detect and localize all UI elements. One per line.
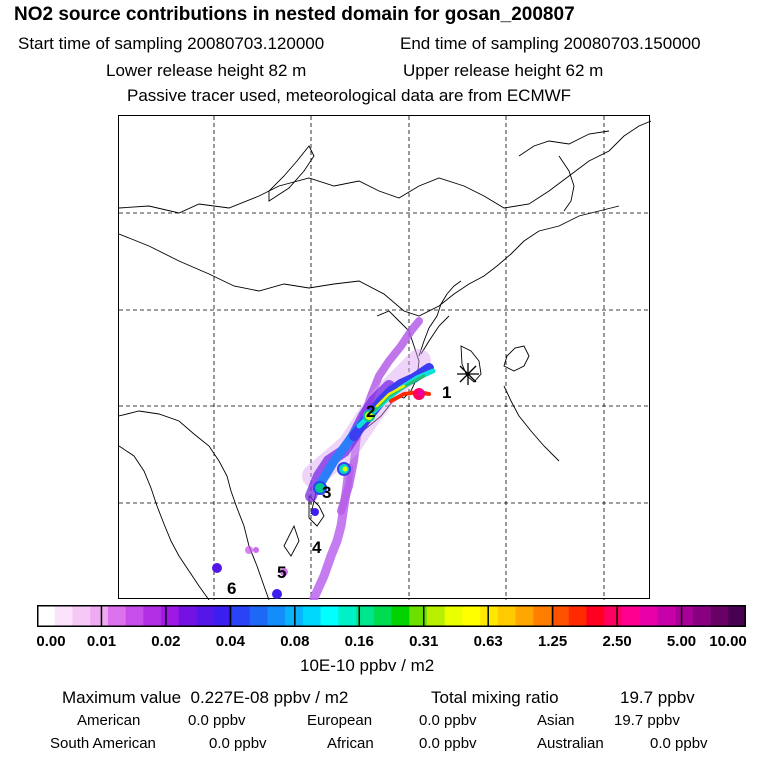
- colorbar-swatch: [675, 605, 694, 627]
- region-asian-name: Asian: [537, 712, 575, 729]
- total-mixing-label: Total mixing ratio: [431, 688, 559, 707]
- colorbar-swatch: [356, 605, 375, 627]
- tracer-note: Passive tracer used, meteorological data…: [127, 86, 572, 105]
- region-african-name: African: [327, 735, 374, 752]
- colorbar-swatch: [320, 605, 339, 627]
- map-canvas: 1 2 3 4 5 6: [118, 116, 652, 603]
- colorbar-swatch: [462, 605, 481, 627]
- colorbar-swatch: [586, 605, 605, 627]
- colorbar-swatch: [621, 605, 640, 627]
- colorbar-swatch: [196, 605, 215, 627]
- star-icon: [457, 363, 479, 385]
- colorbar-swatch: [267, 605, 286, 627]
- colorbar-tick-label: 0.01: [86, 633, 117, 650]
- colorbar-swatch: [231, 605, 251, 627]
- colorbar-tick-label: 0.63: [473, 633, 503, 650]
- colorbar-swatch: [568, 605, 587, 627]
- colorbar-swatch: [551, 605, 570, 627]
- colorbar-swatch: [161, 605, 180, 627]
- colorbar-tick-label: 0.02: [151, 633, 181, 650]
- colorbar-swatch: [373, 605, 392, 627]
- colorbar-swatch: [391, 605, 410, 627]
- colorbar-swatch: [72, 605, 91, 627]
- plume-layer: [212, 317, 436, 603]
- region-american-name: American: [77, 712, 141, 729]
- colorbar-swatch: [143, 605, 162, 627]
- colorbar-swatch: [692, 605, 711, 627]
- colorbar-swatch: [107, 605, 126, 627]
- region-label-6: 6: [227, 579, 236, 598]
- start-time-label: Start time of sampling 20080703.120000: [18, 34, 325, 53]
- total-mixing-value: 19.7 ppbv: [620, 688, 695, 707]
- colorbar-swatch: [214, 605, 233, 627]
- colorbar-border: [37, 605, 746, 627]
- end-time-label: End time of sampling 20080703.150000: [400, 34, 701, 53]
- colorbar-swatch: [426, 605, 445, 627]
- region-australian-value: 0.0 ppbv: [650, 735, 708, 752]
- colorbar-swatch: [710, 605, 729, 627]
- max-value: 0.227E-08 ppbv / m2: [190, 688, 349, 707]
- region-south-american-name: South American: [50, 735, 156, 752]
- region-south-american-value: 0.0 ppbv: [209, 735, 267, 752]
- colorbar-tick-label: 0.16: [344, 633, 374, 650]
- colorbar-tick-label: 5.00: [666, 633, 697, 650]
- colorbar-swatch: [480, 605, 499, 627]
- colorbar-swatch: [657, 605, 676, 627]
- colorbar-swatch: [125, 605, 144, 627]
- colorbar-swatch: [515, 605, 534, 627]
- region-label-2: 2: [366, 402, 375, 421]
- lower-height-label: Lower release height 82 m: [106, 61, 307, 80]
- colorbar-swatch: [728, 605, 746, 627]
- upper-height-label: Upper release height 62 m: [403, 61, 604, 80]
- colorbar-tick-label: 0.31: [409, 633, 439, 650]
- colorbar-swatch: [90, 605, 109, 627]
- region-label-1: 1: [442, 383, 451, 402]
- colorbar-swatch: [338, 605, 357, 627]
- colorbar-tick-label: 0.04: [215, 633, 245, 650]
- colorbar-swatch: [604, 605, 623, 627]
- colorbar-tick-label: 0.00: [36, 633, 66, 650]
- region-label-5: 5: [277, 563, 286, 582]
- colorbar-units: 10E-10 ppbv / m2: [300, 656, 435, 675]
- colorbar-swatch: [37, 605, 56, 627]
- region-european-name: European: [307, 712, 373, 729]
- region-label-3: 3: [322, 483, 331, 502]
- region-american-value: 0.0 ppbv: [188, 712, 246, 729]
- colorbar-tick-label: 0.08: [280, 633, 310, 650]
- region-label-4: 4: [312, 538, 322, 557]
- region-australian-name: Australian: [537, 735, 604, 752]
- page-title: NO2 source contributions in nested domai…: [14, 4, 575, 25]
- region-african-value: 0.0 ppbv: [419, 735, 477, 752]
- colorbar-swatch: [302, 605, 321, 627]
- colorbar-swatch: [178, 605, 197, 627]
- colorbar-swatch: [533, 605, 552, 627]
- colorbar-swatch: [409, 605, 428, 627]
- colorbar-tick-label: 10.00: [709, 633, 747, 650]
- colorbar-swatch: [497, 605, 516, 627]
- map-panel: 1 2 3 4 5 6: [118, 115, 652, 603]
- colorbar-swatch: [444, 605, 463, 627]
- colorbar-swatch: [249, 605, 268, 627]
- max-value-label: Maximum value 0.227E-08 ppbv / m2: [62, 688, 349, 707]
- colorbar-swatch: [639, 605, 658, 627]
- colorbar: [37, 605, 746, 627]
- colorbar-tick-label: 2.50: [602, 633, 632, 650]
- lat-lon-grid: [119, 116, 651, 600]
- region-asian-value: 19.7 ppbv: [614, 712, 680, 729]
- region-european-value: 0.0 ppbv: [419, 712, 477, 729]
- colorbar-swatch: [54, 605, 73, 627]
- colorbar-tick-label: 1.25: [538, 633, 568, 650]
- coastlines: [118, 120, 652, 601]
